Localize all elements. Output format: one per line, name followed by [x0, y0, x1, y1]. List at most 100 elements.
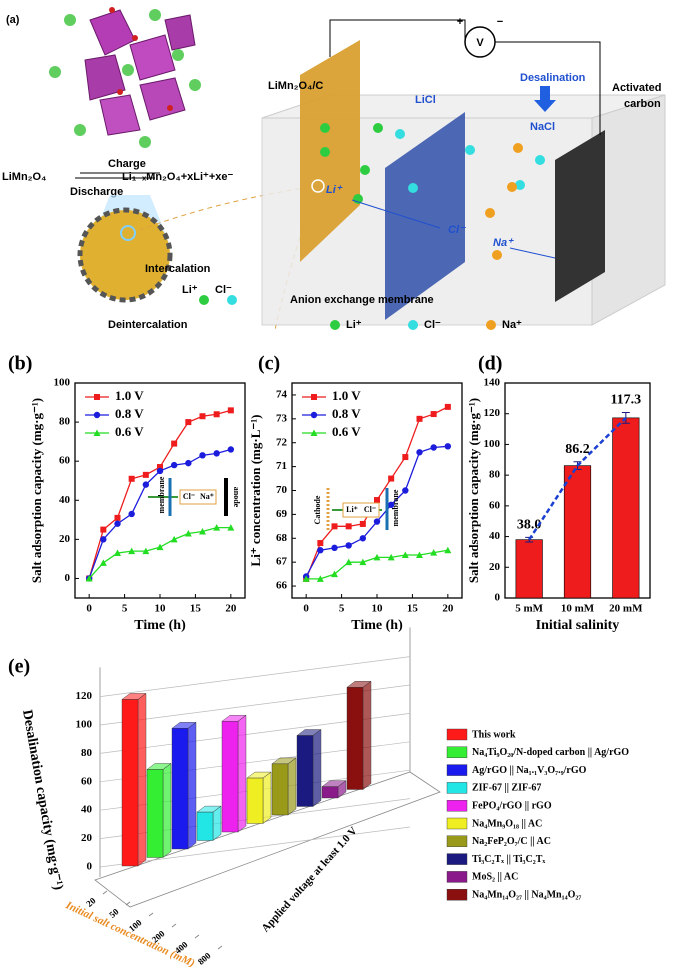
marker: [416, 415, 423, 422]
y-tick-label: 120: [76, 690, 93, 702]
x-tick-label: 0: [303, 603, 309, 615]
panel-label: (a): [6, 14, 20, 26]
reaction-forward: Charge: [108, 158, 146, 170]
legend-label: MoS₂ || AC: [472, 872, 518, 883]
marker: [302, 575, 310, 582]
inset-label: Cl⁻: [364, 505, 376, 514]
product: Li₁₋ₓMn₂O₄+xLi⁺+xe⁻: [122, 171, 234, 183]
marker: [373, 518, 381, 525]
inset-label: Cl⁻: [183, 492, 195, 501]
reaction-reverse: Discharge: [70, 186, 123, 198]
x-tick-label: 20: [442, 603, 454, 615]
inset-label: Li⁺: [346, 505, 358, 514]
x-tick: [217, 945, 223, 950]
y-tick-label: 80: [59, 416, 71, 428]
marker: [199, 528, 206, 535]
x-axis-title: Initial salt concentration (mM): [63, 899, 197, 967]
marker: [359, 520, 366, 527]
legend-label: 0.8 V: [115, 406, 144, 421]
y-tick-label: 140: [484, 377, 501, 389]
marker: [373, 553, 381, 561]
wire: [329, 19, 466, 57]
x-tick: [194, 934, 200, 939]
marker: [430, 549, 438, 556]
marker: [359, 535, 367, 542]
x-axis-title: Time (h): [134, 618, 186, 633]
grid-line: [99, 826, 411, 868]
bar: [515, 539, 543, 599]
bar: [271, 763, 289, 816]
y-tick-label: 100: [54, 377, 71, 389]
legend-swatch: [446, 853, 468, 865]
marker: [416, 551, 423, 558]
legend-label: Na₄Mn₉O₁₈ || AC: [472, 818, 542, 829]
deintercalation: Deintercalation: [108, 319, 188, 331]
y-tick-label: 120: [484, 407, 501, 419]
marker: [100, 536, 107, 543]
bar-side: [137, 693, 147, 867]
marker: [199, 413, 206, 420]
x-tick: [125, 901, 131, 906]
arrow: [351, 199, 441, 229]
marker: [444, 546, 452, 554]
particle: [77, 207, 173, 303]
ion-label: Cl⁻: [215, 284, 232, 296]
marker: [114, 520, 121, 527]
y-tick-label: 60: [81, 775, 93, 787]
bar: [246, 777, 264, 824]
y-tick-label: 69: [276, 508, 288, 520]
inset-label: Na⁺: [200, 492, 214, 501]
legend-swatch: [446, 764, 468, 776]
polarity: −: [497, 16, 503, 28]
marker: [227, 407, 234, 414]
y-tick-label: 100: [484, 438, 501, 450]
legend-label: 0.6 V: [332, 424, 361, 439]
y-tick-label: 68: [276, 532, 288, 544]
marker: [114, 549, 121, 557]
bar: [563, 465, 592, 599]
y-tick-label: 40: [59, 494, 71, 506]
ion: [227, 295, 237, 305]
y-tick-label: 20: [81, 832, 93, 844]
arrow: [509, 247, 556, 259]
marker: [402, 487, 409, 494]
x-tick-label: 15: [407, 603, 419, 615]
marker: [345, 542, 352, 549]
marker: [185, 459, 192, 467]
legend-swatch: [446, 835, 468, 847]
legend-label: This work: [472, 729, 516, 740]
bar: [221, 721, 239, 833]
y-tick-label: 71: [276, 460, 287, 472]
legend-swatch: [446, 889, 468, 901]
marker: [85, 574, 93, 582]
legend-label: Na⁺: [502, 319, 522, 331]
electrode-right: [555, 130, 605, 302]
marker: [171, 440, 178, 447]
y-axis-title: Li⁺ concentration (mg·L⁻¹): [248, 415, 263, 567]
inset-label: Cathode: [313, 495, 322, 524]
marker: [184, 530, 192, 537]
marker: [444, 443, 452, 450]
electrode-label: carbon: [624, 98, 661, 110]
electrode-label: LiMn₂O₄/C: [268, 80, 323, 92]
x-tick-label: 20: [225, 603, 237, 615]
bar-side: [362, 680, 372, 790]
legend-marker: [93, 429, 101, 436]
bar-side: [237, 714, 247, 833]
legend-label: Ti₃C₂Tₓ || Ti₃C₂Tₓ: [472, 854, 545, 865]
x-tick: [148, 912, 154, 917]
series-line: [88, 526, 231, 579]
y-tick-label: 100: [76, 719, 93, 731]
y-tick-label: 0: [495, 592, 501, 604]
x-axis-title: Time (h): [351, 618, 403, 633]
marker: [317, 540, 324, 547]
marker: [142, 481, 150, 488]
bar-side: [162, 763, 172, 858]
marker: [430, 444, 437, 451]
process-label: Desalination: [520, 72, 586, 84]
y-tick-label: 20: [59, 533, 71, 545]
marker: [331, 523, 338, 530]
crystal: [49, 7, 201, 148]
legend-swatch: [446, 728, 468, 741]
y-tick-label: 60: [59, 455, 71, 467]
